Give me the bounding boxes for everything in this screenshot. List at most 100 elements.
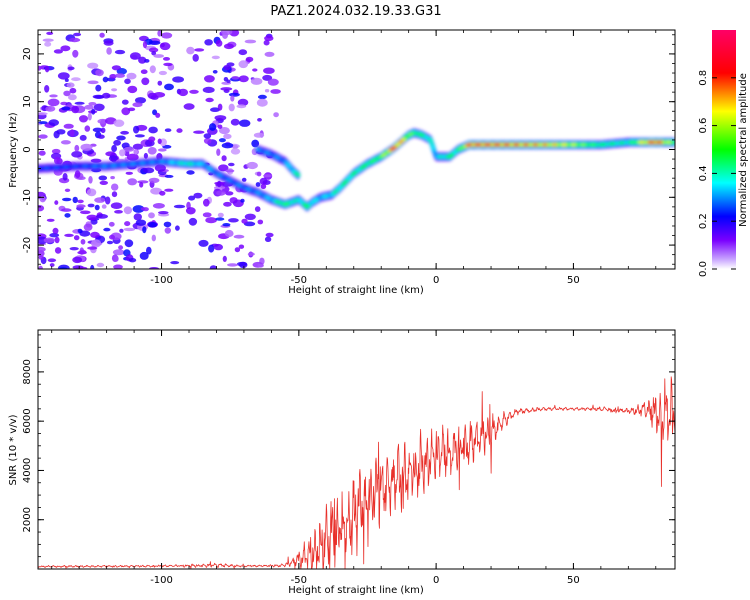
heatmap-noise-blob [157, 148, 167, 152]
heatmap-noise-blob [139, 182, 144, 188]
heatmap-noise-blob [52, 227, 59, 234]
heatmap-noise-blob [232, 144, 239, 150]
heatmap-ridge-cell [431, 148, 437, 152]
heatmap-noise-blob [38, 265, 43, 269]
heatmap-noise-blob [43, 237, 55, 243]
x-tick-label: 50 [567, 575, 580, 586]
heatmap-noise-blob [175, 225, 180, 231]
heatmap-noise-blob [94, 204, 100, 211]
heatmap-noise-blob [215, 217, 225, 221]
colorbar-tick-label: 0.6 [698, 118, 709, 134]
heatmap-noise-blob [38, 112, 48, 116]
heatmap-noise-blob [87, 246, 98, 250]
heatmap-noise-blob [62, 173, 68, 181]
heatmap-noise-blob [193, 192, 203, 199]
heatmap-noise-blob [263, 39, 270, 46]
heatmap-noise-blob [54, 200, 59, 205]
heatmap-noise-blob [256, 171, 262, 177]
heatmap-noise-blob [111, 191, 118, 198]
heatmap-noise-blob [77, 228, 83, 234]
heatmap-noise-blob [216, 190, 226, 196]
heatmap-noise-blob [66, 82, 75, 88]
heatmap-noise-blob [106, 47, 112, 55]
heatmap-noise-blob [259, 177, 268, 185]
heatmap-noise-blob [64, 233, 74, 237]
heatmap-xlabel: Height of straight line (km) [288, 285, 424, 296]
heatmap-noise-blob [148, 177, 160, 183]
heatmap-noise-blob [45, 105, 56, 112]
heatmap-noise-blob [38, 150, 46, 156]
heatmap-noise-blob [217, 124, 223, 129]
heatmap-noise-blob [87, 62, 99, 69]
heatmap-noise-blob [186, 170, 195, 175]
heatmap-noise-blob [264, 35, 274, 42]
heatmap-noise-blob [163, 57, 170, 61]
heatmap-noise-blob [148, 212, 155, 219]
heatmap-ridge-cell [430, 145, 436, 149]
heatmap-noise-blob [150, 187, 163, 195]
heatmap-noise-blob [273, 112, 279, 118]
colorbar-tick-label: 0.8 [698, 70, 709, 86]
heatmap-noise-blob [79, 134, 87, 141]
heatmap-noise-blob [153, 92, 166, 98]
heatmap-noise-blob [121, 99, 129, 105]
heatmap-noise-blob [113, 139, 121, 146]
heatmap-noise-blob [96, 214, 108, 219]
heatmap-noise-blob [120, 130, 129, 135]
heatmap-noise-blob [119, 149, 126, 157]
heatmap-noise-blob [172, 76, 185, 83]
heatmap-ridge-cell [429, 142, 435, 146]
heatmap-noise-blob [192, 54, 199, 62]
heatmap-noise-blob [161, 32, 173, 39]
heatmap-noise-blob [253, 132, 265, 138]
x-tick-label: 50 [567, 275, 580, 286]
heatmap-noise-blob [141, 77, 150, 86]
heatmap-noise-blob [123, 206, 133, 215]
heatmap-noise-blob [44, 65, 50, 73]
heatmap-noise-blob [126, 153, 139, 161]
heatmap-noise-blob [148, 47, 159, 53]
heatmap-noise-blob [111, 88, 118, 92]
heatmap-noise-blob [225, 169, 235, 173]
heatmap-noise-blob [90, 231, 100, 238]
heatmap-noise-blob [42, 38, 54, 42]
heatmap-ridge-cell [428, 139, 434, 143]
heatmap-noise-blob [222, 255, 227, 262]
heatmap-noise-blob [88, 176, 93, 184]
heatmap-noise-blob [94, 95, 105, 99]
heatmap-noise-blob [97, 134, 105, 139]
heatmap-noise-blob [133, 213, 142, 221]
heatmap-noise-blob [72, 196, 78, 204]
heatmap-noise-blob [133, 125, 140, 134]
heatmap-noise-blob [176, 128, 183, 133]
heatmap-noise-blob [68, 94, 77, 101]
heatmap-noise-blob [203, 137, 212, 144]
heatmap-noise-blob [74, 170, 81, 179]
colorbar-gradient [712, 30, 736, 269]
heatmap-noise-blob [153, 54, 164, 58]
heatmap-noise-blob [218, 127, 230, 135]
heatmap-noise-blob [95, 69, 104, 77]
heatmap-noise-blob [270, 89, 281, 94]
heatmap-noise-blob [109, 234, 115, 240]
heatmap-noise-blob [114, 255, 119, 262]
heatmap-noise-blob [158, 211, 169, 215]
heatmap-noise-blob [87, 80, 99, 85]
heatmap-noise-blob [96, 262, 105, 268]
heatmap-noise-blob [91, 108, 96, 115]
heatmap-noise-blob [38, 205, 45, 212]
heatmap-noise-blob [100, 127, 106, 134]
heatmap-noise-blob [233, 234, 245, 239]
heatmap-noise-blob [80, 239, 86, 245]
heatmap-noise-blob [164, 227, 171, 234]
heatmap-noise-blob [38, 65, 42, 71]
heatmap-noise-blob [113, 264, 123, 269]
heatmap-noise-blob [54, 156, 60, 165]
heatmap-noise-blob [105, 196, 111, 205]
heatmap-noise-blob [163, 221, 172, 228]
heatmap-noise-blob [38, 246, 46, 253]
heatmap-noise-blob [226, 79, 231, 83]
heatmap-noise-blob [99, 180, 109, 185]
heatmap-noise-blob [228, 92, 240, 97]
heatmap-noise-blob [49, 263, 55, 267]
